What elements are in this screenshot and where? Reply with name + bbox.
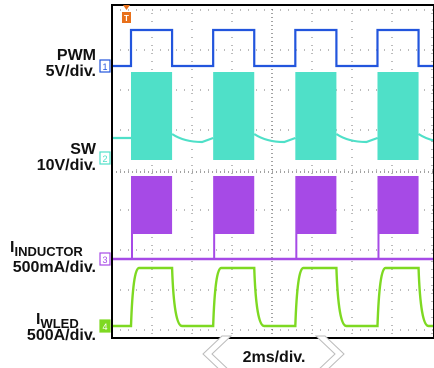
inductor-burst: [377, 176, 419, 234]
inductor-burst: [131, 176, 173, 234]
wled-name-sub: WLED: [40, 316, 78, 331]
trigger-marker: T: [122, 5, 131, 23]
inductor-scale: 500mA/div.: [13, 259, 96, 276]
inductor-name-main: I: [10, 239, 14, 256]
sw-idle-trace: [112, 133, 434, 144]
channel-2-number: 2: [102, 154, 107, 164]
inductor-burst: [295, 176, 337, 234]
sw-burst: [213, 72, 255, 160]
pwm-name: PWM: [57, 47, 96, 64]
waveform-traces: [112, 28, 434, 328]
timebase-right-arrow: [314, 335, 345, 368]
sw-burst: [377, 72, 419, 160]
wled-trace: [112, 266, 434, 328]
channel-2-marker: [99, 151, 111, 165]
trigger-marker-label: T: [124, 14, 129, 23]
channel-3-marker: [99, 252, 111, 266]
pwm-scale: 5V/div.: [46, 63, 96, 80]
pwm-trace: [112, 28, 434, 68]
wled-name-main: I: [36, 311, 40, 328]
timebase-indicator: 2ms/div.: [202, 335, 345, 368]
plot-frame: [111, 4, 434, 339]
timebase-left-arrow: [202, 335, 233, 368]
sw-scale: 10V/div.: [37, 157, 96, 174]
channel-labels: PWM 5V/div. SW 10V/div. IINDUCTOR 500mA/…: [10, 47, 97, 344]
channel-4-number: 4: [102, 322, 107, 332]
sw-name: SW: [70, 141, 97, 158]
inductor-name-sub: INDUCTOR: [14, 244, 83, 259]
inductor-burst: [213, 176, 255, 234]
channel-3-number: 3: [102, 255, 107, 265]
channel-1-number: 1: [102, 62, 107, 72]
channel-1-marker: [99, 59, 111, 73]
inductor-name: IINDUCTOR: [10, 239, 83, 259]
channel-4-marker: [99, 319, 111, 333]
wled-name: IWLED: [36, 311, 79, 331]
channel-markers: 1 2 3 4: [99, 59, 111, 333]
wled-scale: 500A/div.: [27, 327, 96, 344]
grid: [111, 5, 434, 338]
sw-burst: [295, 72, 337, 160]
timebase-label: 2ms/div.: [243, 349, 306, 366]
sw-burst: [131, 72, 173, 160]
